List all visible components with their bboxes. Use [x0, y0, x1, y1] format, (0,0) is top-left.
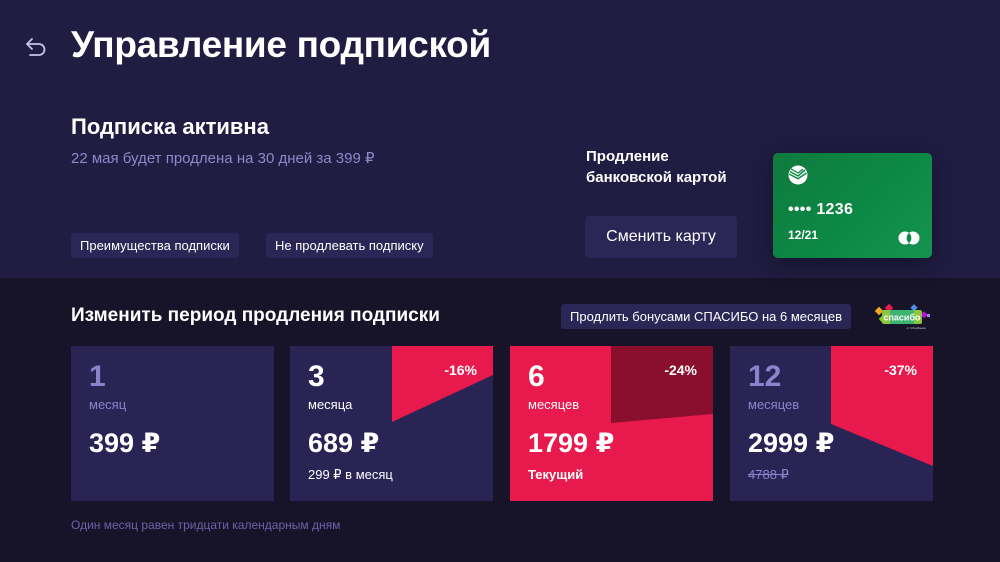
period-section-title: Изменить период продления подписки — [71, 305, 440, 326]
plan-unit: месяца — [308, 397, 353, 412]
sberbank-logo-icon — [788, 165, 808, 185]
plan-price: 399 ₽ — [89, 428, 161, 458]
mastercard-icon — [898, 231, 920, 245]
svg-text:спасибо: спасибо — [883, 313, 921, 323]
page-title: Управление подпиской — [71, 24, 491, 65]
discount-shape — [831, 346, 933, 466]
plan-price: 1799 ₽ — [528, 428, 615, 458]
svg-text:от Сбербанка: от Сбербанка — [906, 326, 925, 330]
card-renewal-label: Продление банковской картой — [586, 148, 727, 186]
plan-card-1-month[interactable]: 1 месяц 399 ₽ — [71, 346, 274, 501]
discount-badge: -24% — [664, 362, 697, 378]
plan-old-price: 4788 ₽ — [748, 467, 789, 482]
current-plan-label: Текущий — [528, 467, 584, 482]
change-card-button[interactable]: Сменить карту — [585, 216, 737, 258]
plan-price: 689 ₽ — [308, 428, 380, 458]
subscription-status-title: Подписка активна — [71, 114, 269, 139]
plan-unit: месяцев — [528, 397, 580, 412]
subscription-summary-panel: Управление подпиской Подписка активна 22… — [0, 0, 1000, 278]
plan-months: 12 — [748, 360, 782, 393]
plan-card-6-months[interactable]: 6 месяцев 1799 ₽ Текущий -24% — [510, 346, 713, 501]
plan-months: 3 — [308, 360, 325, 393]
plan-months: 1 — [89, 360, 106, 393]
plan-monthly-price: 299 ₽ в месяц — [308, 467, 393, 482]
card-expiry: 12/21 — [788, 228, 819, 242]
plan-unit: месяцев — [748, 397, 800, 412]
subscription-benefits-button[interactable]: Преимущества подписки — [71, 233, 239, 258]
period-footnote: Один месяц равен тридцати календарным дн… — [71, 518, 341, 532]
cancel-renewal-button[interactable]: Не продлевать подписку — [266, 233, 433, 258]
discount-badge: -37% — [884, 362, 917, 378]
subscription-renewal-info: 22 мая будет продлена на 30 дней за 399 … — [71, 150, 375, 167]
discount-shape — [392, 346, 493, 422]
plan-unit: месяц — [89, 397, 127, 412]
back-button[interactable] — [22, 34, 50, 60]
spasibo-logo-icon: спасибо от Сбербанка — [874, 303, 930, 330]
undo-arrow-icon — [26, 38, 46, 56]
bank-card[interactable]: •••• 1236 12/21 — [773, 153, 932, 258]
plan-months: 6 — [528, 360, 545, 393]
discount-badge: -16% — [444, 362, 477, 378]
card-number: •••• 1236 — [788, 201, 854, 218]
plan-card-3-months[interactable]: 3 месяца 689 ₽ 299 ₽ в месяц -16% — [290, 346, 493, 501]
plan-price: 2999 ₽ — [748, 428, 835, 458]
discount-shape — [611, 346, 713, 423]
spasibo-bonus-button[interactable]: Продлить бонусами СПАСИБО на 6 месяцев — [561, 304, 852, 329]
plan-card-12-months[interactable]: 12 месяцев 2999 ₽ 4788 ₽ -37% — [730, 346, 933, 501]
